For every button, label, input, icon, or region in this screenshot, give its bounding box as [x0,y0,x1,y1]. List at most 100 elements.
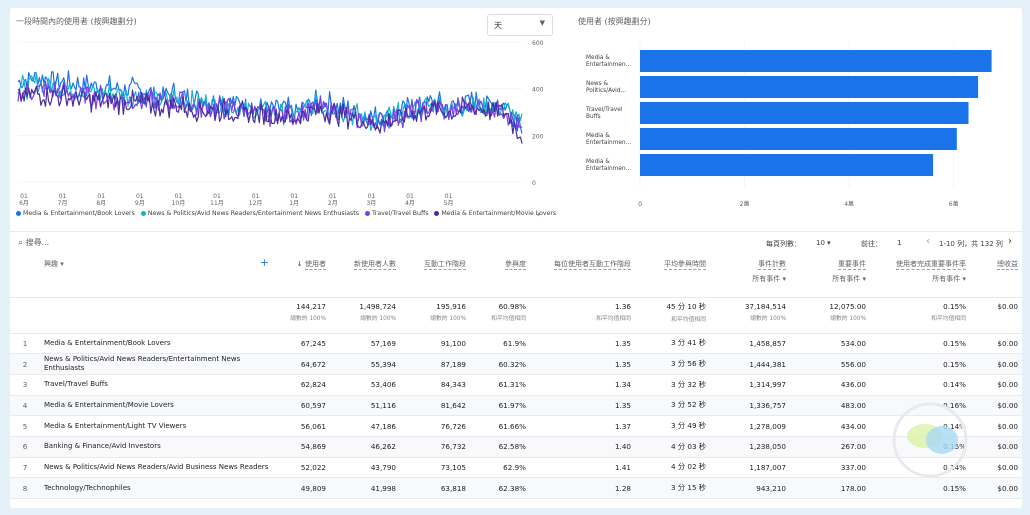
dimension-cell[interactable]: Media & Entertainment/Book Lovers [40,333,275,355]
header-avg-engagement-time[interactable]: 平均參與時間 [635,253,710,298]
table-row[interactable]: 3 Travel/Travel Buffs 62,824 53,406 84,343 61… [10,374,1022,396]
bar[interactable] [640,50,992,72]
total-subtext: 和平均值相同 [491,315,526,322]
x-tick-month: 8月 [96,200,106,207]
add-dimension-icon[interactable]: + [259,256,269,269]
rows-per-page-select[interactable]: 10 ▾ [816,239,831,247]
table-row[interactable]: 5 Media & Entertainment/Light TV Viewers 5… [10,415,1022,437]
total-cell: 37,184,514 總數的 100% [710,297,790,334]
table-row[interactable]: 8 Technology/Technophiles 49,809 41,998 63,8… [10,477,1022,499]
totals-row: 144,217 總數的 100% 1,498,724 總數的 100% 195,916 總… [10,297,1022,334]
total-value: 195,916 [436,301,466,311]
column-filter[interactable]: 所有事件 ▾ [832,275,866,283]
metric-cell: 54,869 [275,436,330,458]
metric-cell: 62,824 [275,374,330,396]
x-tick-label: 4萬 [844,200,854,206]
next-page-icon[interactable]: › [1008,236,1012,247]
legend-dot-icon [140,210,146,216]
search-input[interactable]: 搜尋... [25,238,50,247]
metric-cell: $0.00 [970,374,1022,396]
table-row[interactable]: 6 Banking & Finance/Avid Investors 54,869 4… [10,436,1022,458]
granularity-select[interactable]: 天 ▼ [487,14,553,36]
table-row[interactable]: 1 Media & Entertainment/Book Lovers 67,245… [10,333,1022,355]
prev-page-icon[interactable]: ‹ [926,236,930,247]
total-subtext: 總數的 100% [830,315,866,322]
metric-cell: 3 分 32 秒 [635,374,710,396]
metric-cell: 1,336,757 [710,395,790,417]
header-engaged-sessions[interactable]: 互動工作階段 [400,253,470,298]
metric-cell: 1.34 [530,374,635,396]
metric-cell: 67,245 [275,333,330,355]
bar-category-label: Entertainmen... [586,166,631,172]
metric-cell: $0.00 [970,457,1022,479]
dimension-header[interactable]: 興趣 ▾ + [40,253,275,298]
header-sessions-per-user[interactable]: 每位使用者互動工作階段 [530,253,635,298]
header-key-events[interactable]: 重要事件 所有事件 ▾ [790,253,870,298]
header-users[interactable]: ↓ 使用者 [275,253,330,298]
report-card: 一段時間內的使用者 (按興趣劃分) 天 ▼ 600 400 200 0 01 6月 01 7月… [10,8,1022,508]
table-row[interactable]: 2 News & Politics/Avid News Readers/Enter… [10,353,1022,375]
metric-cell: 178.00 [790,477,870,499]
row-number: 1 [10,333,40,355]
x-tick-day: 01 [175,193,183,200]
bar-category-label: Travel/Travel [585,107,623,113]
table-row[interactable]: 7 News & Politics/Avid News Readers/Avid … [10,457,1022,479]
x-tick-day: 01 [290,193,298,200]
metric-cell: 1,238,050 [710,436,790,458]
bar[interactable] [640,76,979,98]
table-row[interactable]: 4 Media & Entertainment/Movie Lovers 60,59… [10,395,1022,417]
header-engagement-rate[interactable]: 參與度 [470,253,530,298]
metric-cell: 1.35 [530,333,635,355]
legend-item[interactable]: Travel/Travel Buffs [364,210,428,217]
total-value: 45 分 10 秒 [666,301,706,311]
bar[interactable] [640,128,957,150]
legend-item[interactable]: Media & Entertainment/Book Lovers [16,210,135,217]
header-revenue[interactable]: 總收益 [970,253,1022,298]
header-new-users[interactable]: 新使用者人數 [330,253,400,298]
column-label: 平均參與時間 [664,260,706,270]
line-series [17,85,523,144]
header-event-count[interactable]: 事件計數 所有事件 ▾ [710,253,790,298]
dimension-cell[interactable]: Travel/Travel Buffs [40,374,275,396]
goto-input[interactable]: 1 [897,239,902,247]
dimension-cell[interactable]: Media & Entertainment/Movie Lovers [40,395,275,417]
metric-cell: 0.15% [870,353,970,375]
dimension-cell[interactable]: Technology/Technophiles [40,477,275,499]
metric-cell: $0.00 [970,395,1022,417]
metric-cell: 47,186 [330,415,400,437]
metric-cell: 3 分 52 秒 [635,395,710,417]
x-tick-day: 01 [252,193,260,200]
metric-cell: 41,998 [330,477,400,499]
metric-cell: 3 分 49 秒 [635,415,710,437]
metric-cell: 0.14% [870,374,970,396]
dimension-cell[interactable]: Banking & Finance/Avid Investors [40,436,275,458]
column-filter[interactable]: 所有事件 ▾ [932,275,966,283]
legend-item[interactable]: Media & Entertainment/Movie Lovers [434,210,556,217]
dimension-cell[interactable]: News & Politics/Avid News Readers/Entert… [40,353,275,375]
row-number: 4 [10,395,40,417]
x-tick-day: 01 [368,193,376,200]
metric-cell: 1,444,381 [710,353,790,375]
bar[interactable] [640,154,934,176]
dimension-cell[interactable]: Media & Entertainment/Light TV Viewers [40,415,275,437]
x-tick-day: 01 [136,193,144,200]
total-subtext: 總數的 100% [430,315,466,322]
metric-cell: 76,732 [400,436,470,458]
y-tick-label: 0 [532,180,536,187]
legend-next-icon[interactable]: › [537,210,541,220]
total-cell: 0.15% 和平均值相同 [870,297,970,334]
metric-cell: 61.31% [470,374,530,396]
column-filter[interactable]: 所有事件 ▾ [752,275,786,283]
total-subtext: 總數的 100% [290,315,326,322]
header-key-event-rate[interactable]: 使用者完成重要事件率 所有事件 ▾ [870,253,970,298]
dimension-cell[interactable]: News & Politics/Avid News Readers/Avid B… [40,457,275,479]
bar[interactable] [640,102,969,124]
data-table: 興趣 ▾ + ↓ 使用者 新使用者人數 互動工作階段 參與度 每位使用者互動工作… [10,253,1022,499]
metric-cell: 337.00 [790,457,870,479]
legend-item[interactable]: News & Politics/Avid News Readers/Entert… [140,210,359,217]
metric-cell: 87,189 [400,353,470,375]
bar-category-label: Politics/Avid... [586,88,626,94]
metric-cell: 61.66% [470,415,530,437]
table-search[interactable]: ⌕ 搜尋... [18,237,49,248]
metric-cell: 1.28 [530,477,635,499]
